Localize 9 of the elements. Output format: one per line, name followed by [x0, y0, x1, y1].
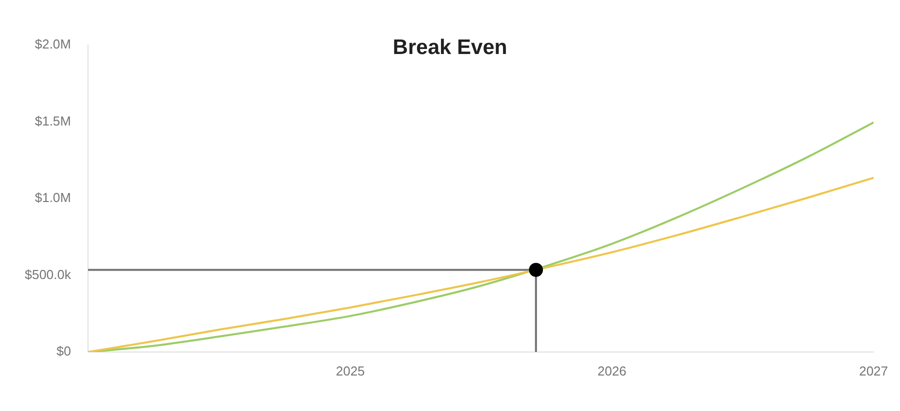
- y-tick-label: $500.0k: [24, 266, 72, 282]
- y-tick-label: $1.5M: [34, 113, 71, 128]
- x-tick-label: 2027: [859, 363, 888, 378]
- chart-title: Break Even: [392, 36, 508, 59]
- y-tick-label: $1.0M: [34, 190, 71, 206]
- x-tick-label: 2025: [336, 363, 365, 378]
- y-tick-label: $0: [56, 344, 71, 359]
- y-tick-label: $2.0M: [34, 36, 71, 52]
- x-tick-label: 2026: [597, 363, 626, 378]
